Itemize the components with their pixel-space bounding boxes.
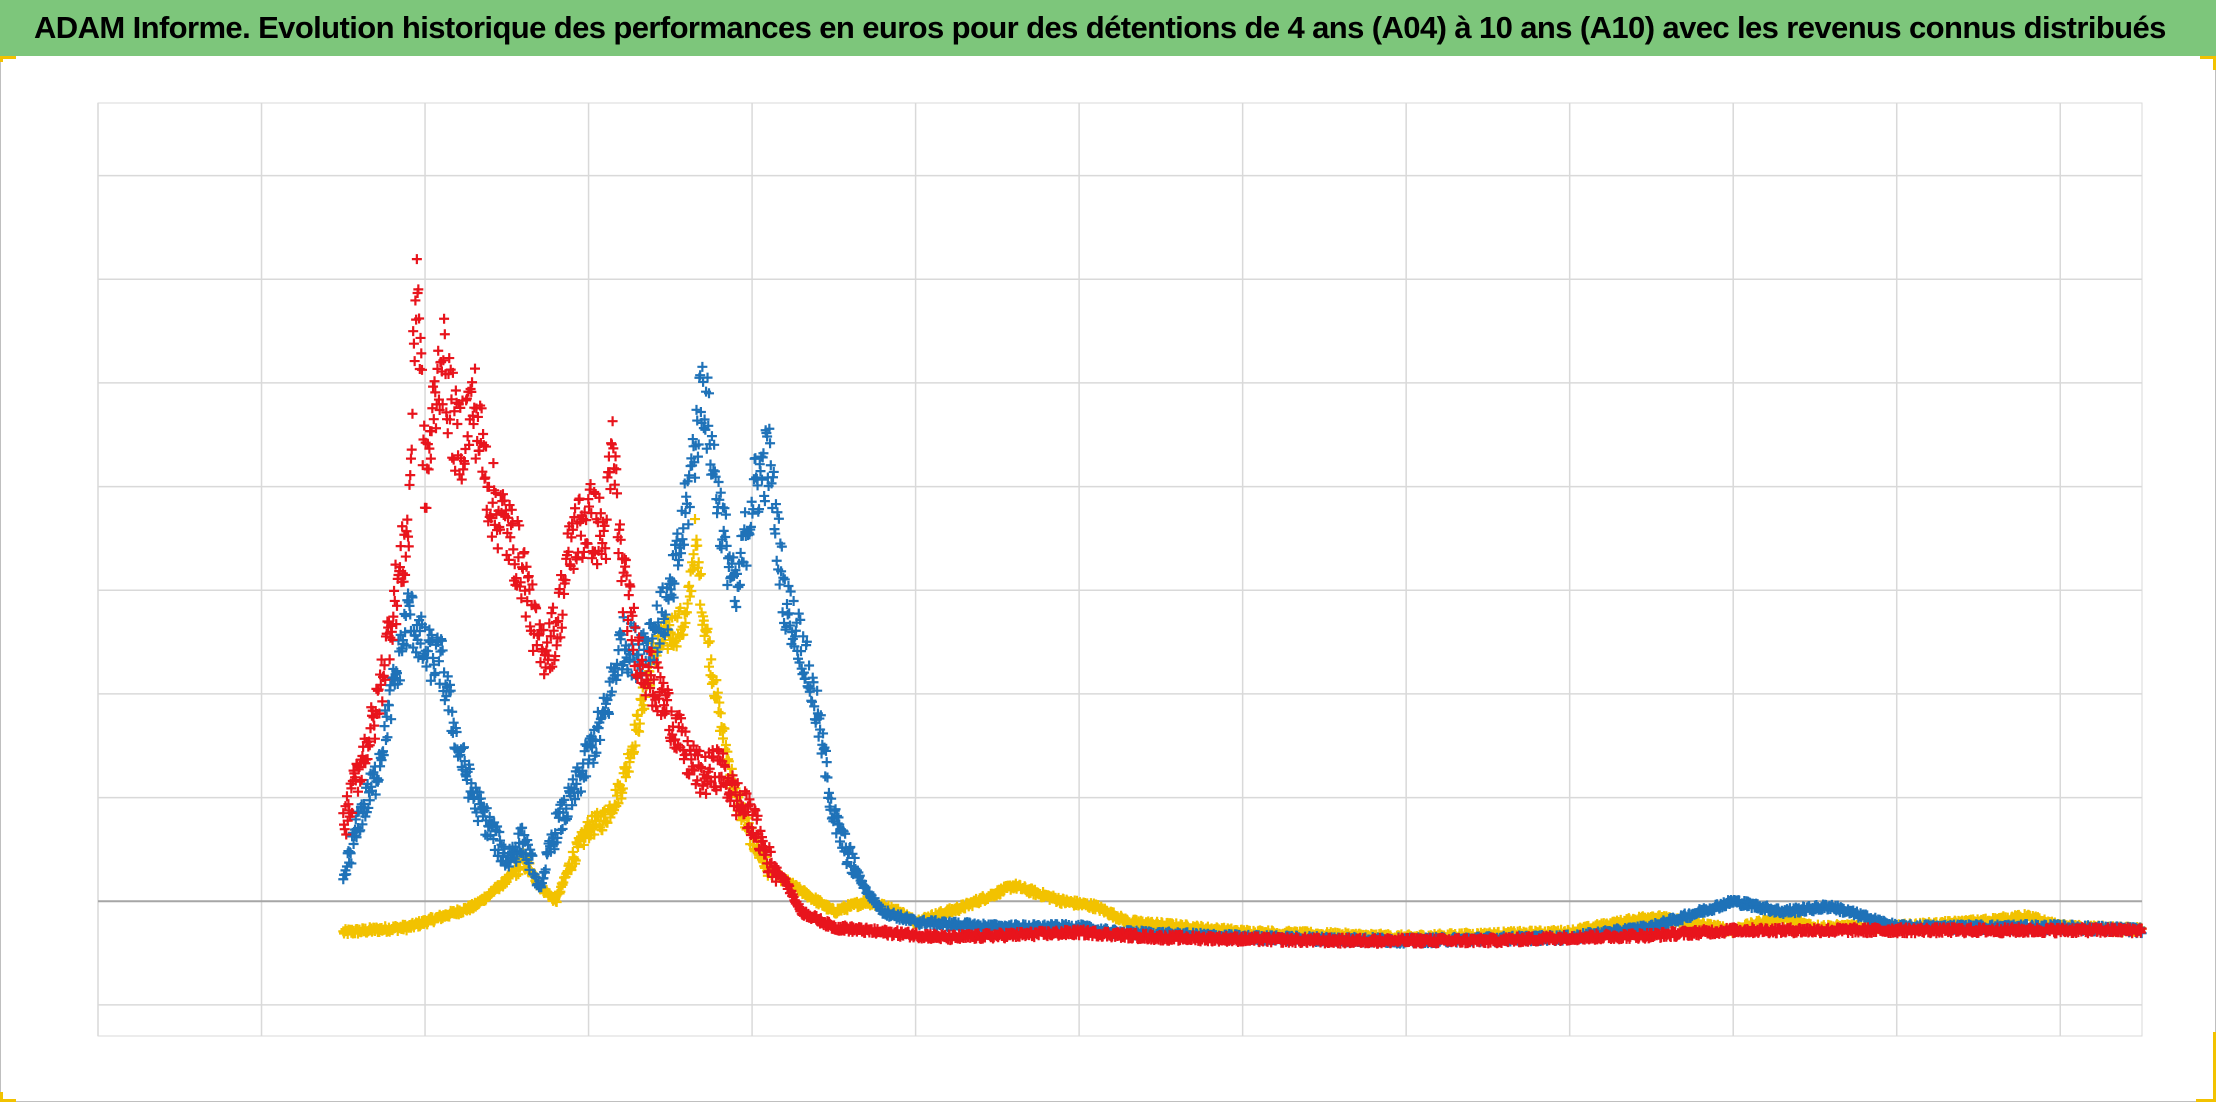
data-point (675, 602, 686, 613)
data-point (711, 675, 722, 686)
data-point (703, 637, 714, 648)
data-point (695, 599, 706, 610)
corner-mark-bottom-right (2213, 1032, 2216, 1102)
data-point (589, 829, 600, 840)
chart-title: ADAM Informe. Evolution historique des p… (34, 10, 2166, 45)
data-point (680, 618, 691, 629)
data-point (682, 598, 693, 609)
corner-mark-bottom-left (0, 1092, 3, 1102)
title-bar: ADAM Informe. Evolution historique des p… (0, 0, 2216, 56)
data-point (617, 783, 628, 794)
corner-mark-top-right-v (2213, 56, 2216, 70)
data-point (570, 855, 581, 866)
corner-mark-top-right (2200, 56, 2216, 59)
data-point (698, 615, 709, 626)
data-point (690, 514, 701, 525)
data-point (623, 766, 634, 777)
corner-mark-top-left-v (0, 56, 3, 62)
data-point (573, 842, 584, 853)
data-point (671, 641, 682, 652)
data-point (629, 719, 640, 730)
data-point (717, 733, 728, 744)
data-point (679, 609, 690, 620)
data-point (670, 611, 681, 622)
data-point (634, 718, 645, 729)
data-point (511, 870, 522, 881)
vertical-gridlines (97, 103, 2061, 1036)
data-point (702, 623, 713, 634)
data-point (715, 708, 726, 719)
data-point (694, 570, 705, 581)
data-point (597, 825, 608, 836)
corner-mark-bottom-left-h (0, 1099, 16, 1102)
data-point (684, 591, 695, 602)
data-point (714, 697, 725, 708)
data-point (688, 549, 699, 560)
data-point (628, 746, 639, 757)
data-point (720, 740, 731, 751)
data-point (672, 612, 683, 623)
data-point (712, 687, 723, 698)
data-point (637, 705, 648, 716)
data-point (630, 740, 641, 751)
data-point (713, 706, 724, 717)
data-point (695, 569, 706, 580)
data-point (692, 540, 703, 551)
data-point (704, 636, 715, 647)
data-point (703, 661, 714, 672)
data-point (681, 607, 692, 618)
data-point (513, 869, 524, 880)
data-point (719, 723, 730, 734)
data-point (706, 654, 717, 665)
data-point (686, 586, 697, 597)
data-point (602, 817, 613, 828)
corner-mark-bottom-right-h (2196, 1099, 2216, 1102)
data-point (632, 710, 643, 721)
data-point (639, 703, 650, 714)
data-point (705, 670, 716, 681)
data-point (684, 580, 695, 591)
data-point (693, 557, 704, 568)
corner-mark-top-left (0, 56, 16, 59)
data-point (578, 839, 589, 850)
data-point (620, 772, 631, 783)
data-point (664, 620, 675, 631)
plot-area (97, 102, 2143, 1037)
data-point (685, 566, 696, 577)
data-point (612, 778, 623, 789)
